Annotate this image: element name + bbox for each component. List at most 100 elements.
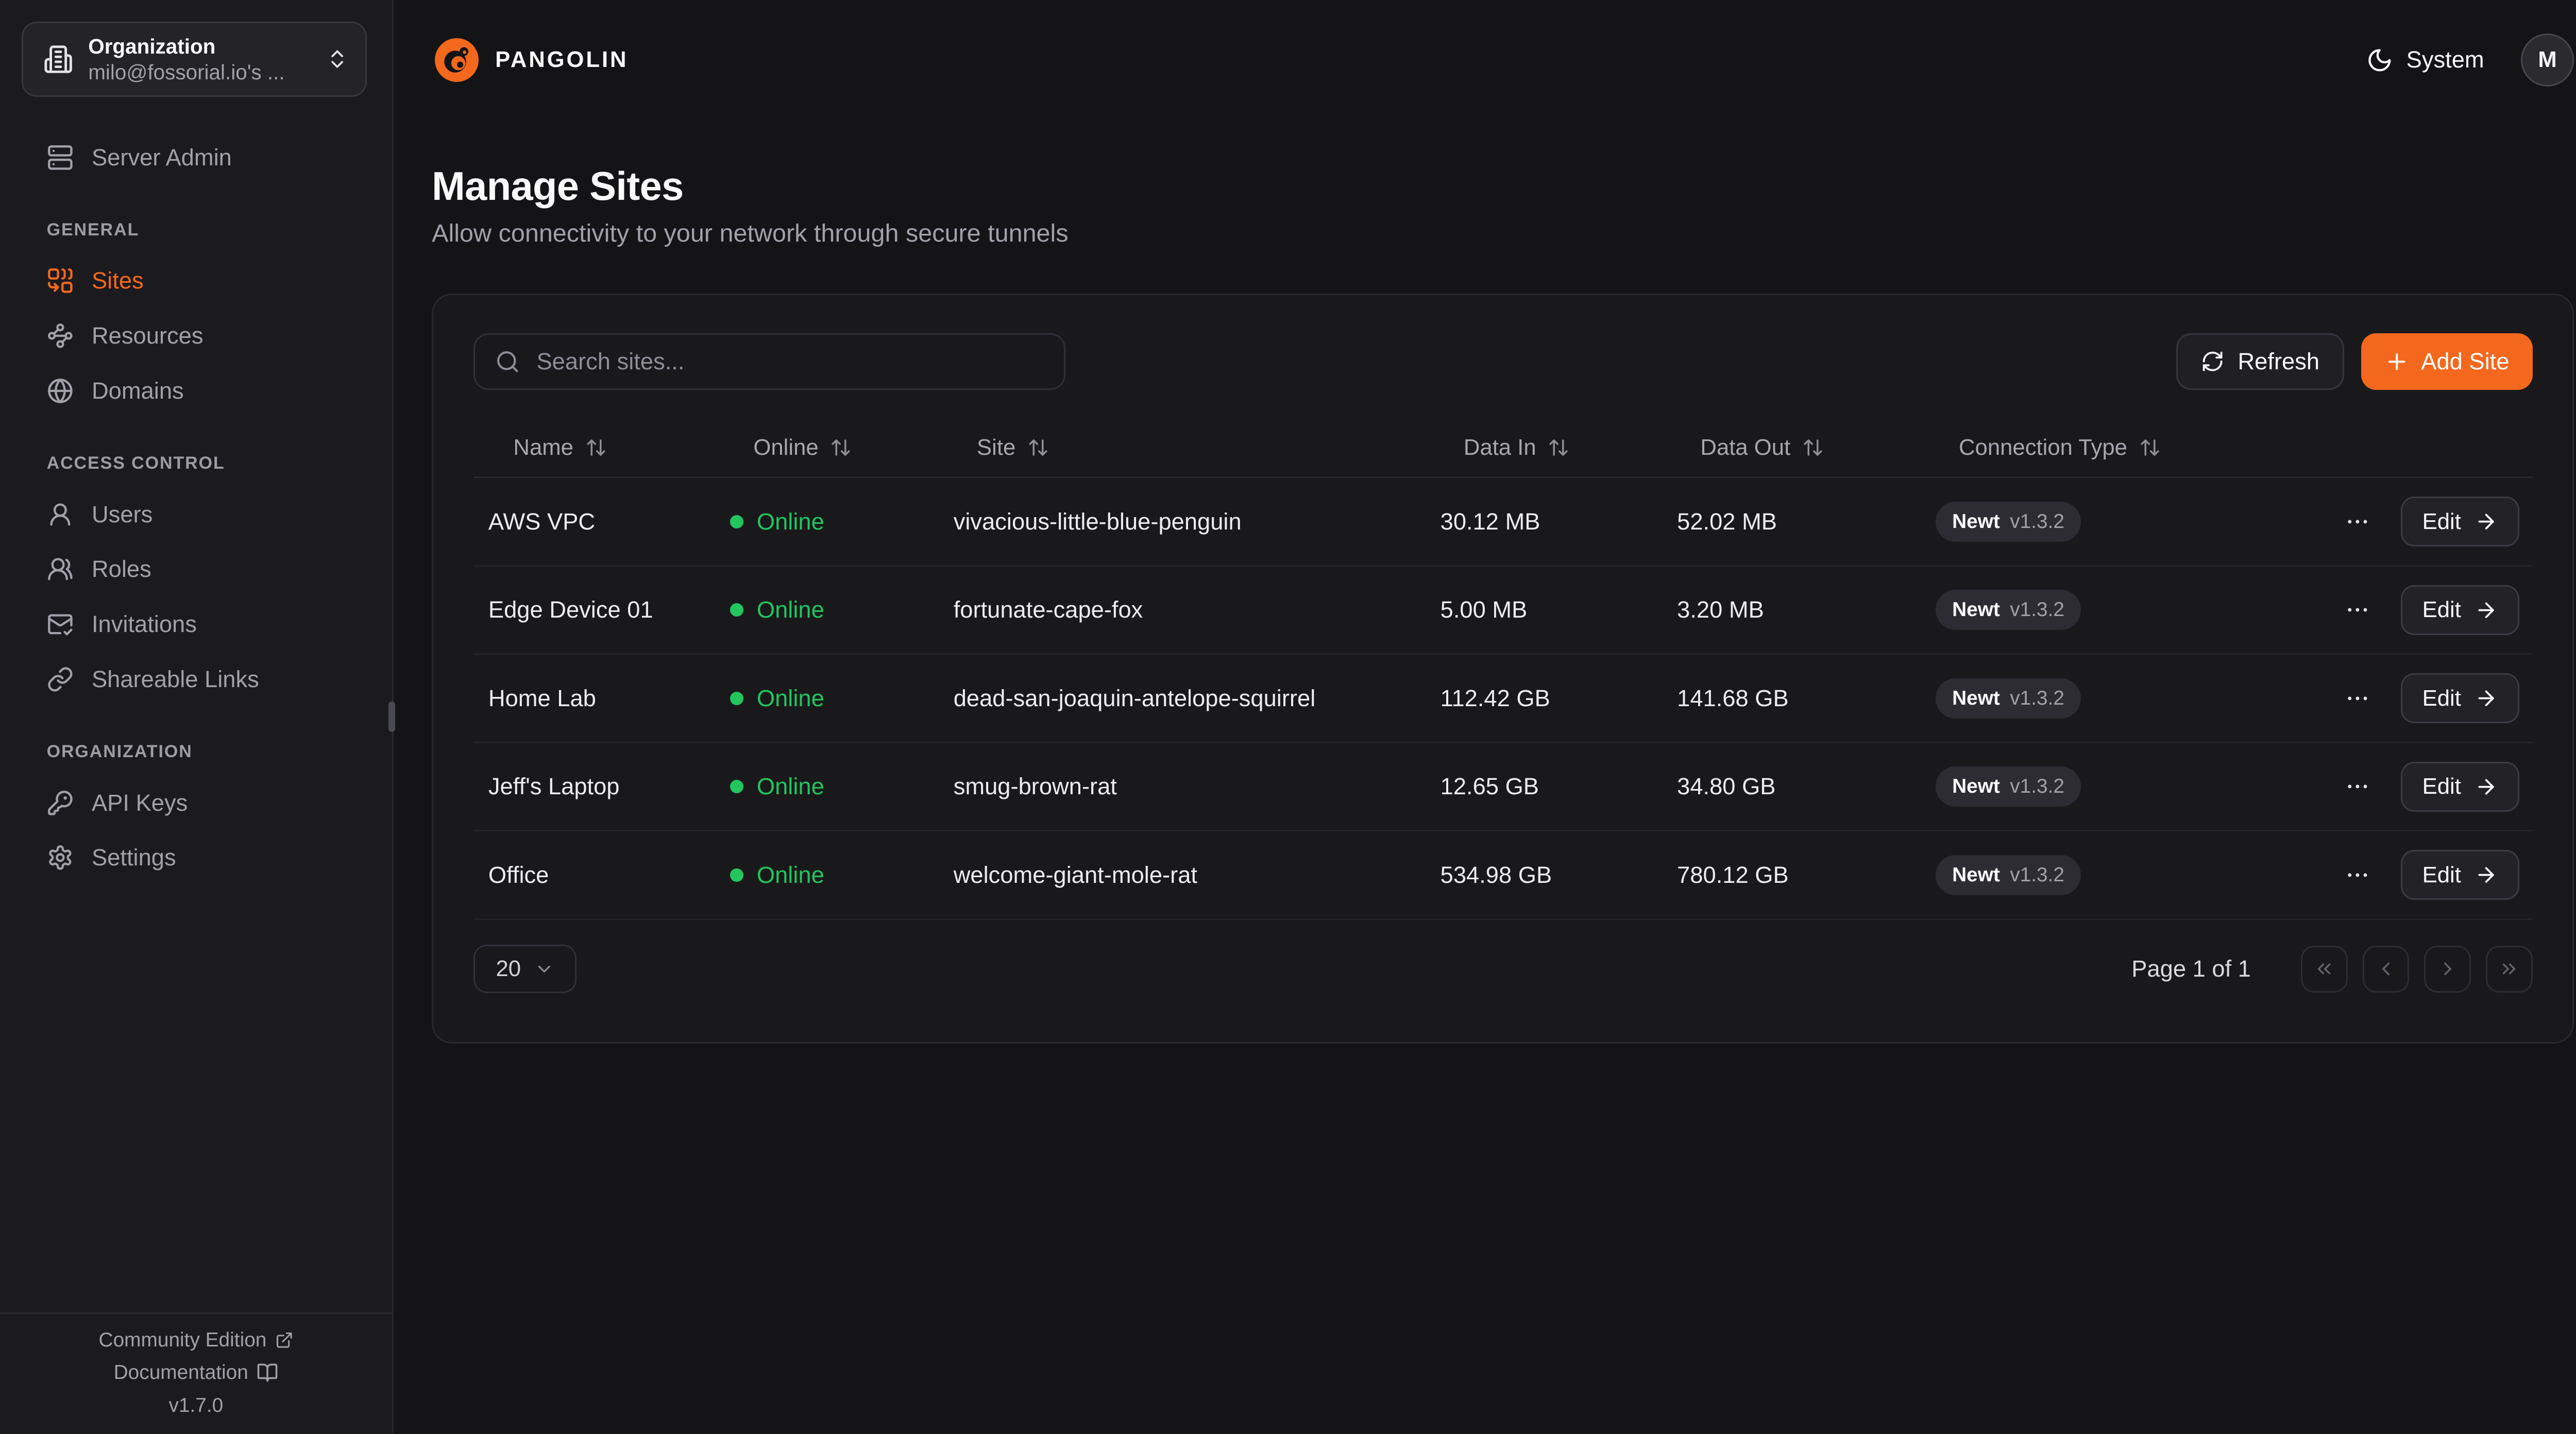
book-icon xyxy=(257,1362,278,1384)
site-name-cell: Jeff's Laptop xyxy=(488,773,620,800)
edit-button[interactable]: Edit xyxy=(2400,761,2519,812)
waypoints-icon xyxy=(47,322,74,349)
edit-button[interactable]: Edit xyxy=(2400,673,2519,724)
site-slug-cell: smug-brown-rat xyxy=(953,773,1117,800)
online-status-cell: Online xyxy=(730,685,954,712)
row-actions-cell: Edit xyxy=(2324,497,2533,547)
table-row: Office Online welcome-giant-mole-rat 534.98… xyxy=(473,831,2533,920)
column-header-site[interactable]: Site xyxy=(954,435,1440,460)
online-status-cell: Online xyxy=(730,773,954,800)
search-box xyxy=(473,333,1065,390)
org-switcher[interactable]: Organization milo@fossorial.io's ... xyxy=(22,22,367,97)
site-name-cell: Edge Device 01 xyxy=(488,596,653,623)
documentation-link[interactable]: Documentation xyxy=(114,1361,278,1384)
search-icon xyxy=(495,349,520,374)
column-header-data-in[interactable]: Data In xyxy=(1440,435,1677,460)
org-switcher-texts: Organization milo@fossorial.io's ... xyxy=(88,33,310,85)
moon-icon xyxy=(2366,47,2393,74)
row-menu-button[interactable] xyxy=(2344,862,2371,889)
edit-button-label: Edit xyxy=(2422,597,2461,623)
sidebar-item-sites[interactable]: Sites xyxy=(47,253,365,309)
data-out-cell: 141.68 GB xyxy=(1677,685,1789,711)
last-page-button[interactable] xyxy=(2486,946,2533,993)
site-name-cell: Office xyxy=(488,861,549,888)
pagination: 20 Page 1 of 1 xyxy=(473,945,2533,994)
sidebar-item-users[interactable]: Users xyxy=(47,487,365,542)
column-header-data-out[interactable]: Data Out xyxy=(1677,435,1936,460)
sidebar-item-resources[interactable]: Resources xyxy=(47,309,365,364)
add-site-button[interactable]: Add Site xyxy=(2361,333,2533,390)
sort-icon xyxy=(1027,437,1049,458)
users-icon xyxy=(47,556,74,583)
row-menu-button[interactable] xyxy=(2344,508,2371,535)
column-header-label: Data Out xyxy=(1700,434,1791,460)
online-dot-icon xyxy=(730,780,743,794)
sidebar-item-invitations[interactable]: Invitations xyxy=(47,597,365,652)
sidebar-item-label: Invitations xyxy=(91,611,197,638)
arrow-right-icon xyxy=(2475,863,2498,886)
sidebar-item-label: Server Admin xyxy=(91,144,232,170)
theme-toggle-label: System xyxy=(2406,46,2484,73)
row-actions-cell: Edit xyxy=(2324,585,2533,635)
brand: PANGOLIN xyxy=(432,35,628,85)
column-header-online[interactable]: Online xyxy=(730,435,954,460)
row-menu-button[interactable] xyxy=(2344,596,2371,623)
site-name-cell: Home Lab xyxy=(488,685,596,711)
refresh-button[interactable]: Refresh xyxy=(2176,333,2345,390)
online-status-cell: Online xyxy=(730,508,954,535)
column-header-label: Data In xyxy=(1463,434,1536,460)
sidebar-item-label: API Keys xyxy=(91,789,188,816)
sidebar-item-server-admin[interactable]: Server Admin xyxy=(47,130,365,185)
edit-button-label: Edit xyxy=(2422,508,2461,534)
previous-page-button[interactable] xyxy=(2362,946,2410,993)
sidebar-resize-handle[interactable] xyxy=(388,702,396,732)
sidebar-item-label: Domains xyxy=(91,377,184,404)
app-version: v1.7.0 xyxy=(168,1394,224,1416)
status-label: Online xyxy=(756,685,824,711)
theme-toggle[interactable]: System xyxy=(2366,46,2484,73)
connection-type-badge: Newt v1.3.2 xyxy=(1935,501,2081,542)
plus-icon xyxy=(2384,349,2410,374)
next-page-button[interactable] xyxy=(2424,946,2471,993)
search-input[interactable] xyxy=(533,346,1044,377)
edit-button-label: Edit xyxy=(2422,862,2461,887)
sidebar-item-roles[interactable]: Roles xyxy=(47,542,365,597)
sidebar-item-api-keys[interactable]: API Keys xyxy=(47,775,365,830)
sidebar-item-shareable-links[interactable]: Shareable Links xyxy=(47,652,365,707)
page-head: Manage Sites Allow connectivity to your … xyxy=(432,162,2574,248)
connection-type-cell: Newt v1.3.2 xyxy=(1935,678,2324,719)
edit-button-label: Edit xyxy=(2422,685,2461,711)
connection-type-badge: Newt v1.3.2 xyxy=(1935,855,2081,895)
sidebar-item-label: Shareable Links xyxy=(91,665,259,692)
column-header-connection-type[interactable]: Connection Type xyxy=(1936,435,2324,460)
refresh-button-label: Refresh xyxy=(2238,348,2320,374)
edit-button-label: Edit xyxy=(2422,774,2461,799)
connection-type-cell: Newt v1.3.2 xyxy=(1935,501,2324,542)
sidebar-item-domains[interactable]: Domains xyxy=(47,364,365,419)
connection-version: v1.3.2 xyxy=(2010,510,2065,533)
row-menu-button[interactable] xyxy=(2344,685,2371,712)
sidebar-item-label: Sites xyxy=(91,267,144,294)
status-badge: Online xyxy=(730,773,954,800)
connection-type-badge: Newt v1.3.2 xyxy=(1935,766,2081,807)
sites-table-body: AWS VPC Online vivacious-little-blue-pengu… xyxy=(473,478,2533,920)
data-out-cell: 34.80 GB xyxy=(1677,773,1776,800)
column-header-name[interactable]: Name xyxy=(473,435,730,460)
table-row: Jeff's Laptop Online smug-brown-rat 12.65 G… xyxy=(473,743,2533,832)
sidebar-item-settings[interactable]: Settings xyxy=(47,830,365,885)
sort-icon xyxy=(585,437,607,458)
add-site-button-label: Add Site xyxy=(2421,348,2510,374)
page-size-select[interactable]: 20 xyxy=(473,945,577,994)
row-menu-button[interactable] xyxy=(2344,773,2371,800)
org-switcher-title: Organization xyxy=(88,34,216,58)
community-edition-link[interactable]: Community Edition xyxy=(99,1329,294,1352)
edit-button[interactable]: Edit xyxy=(2400,850,2519,900)
avatar[interactable]: M xyxy=(2520,33,2574,87)
row-actions-cell: Edit xyxy=(2324,761,2533,812)
first-page-button[interactable] xyxy=(2301,946,2348,993)
connection-name: Newt xyxy=(1952,510,2000,533)
connection-type-badge: Newt v1.3.2 xyxy=(1935,678,2081,719)
edit-button[interactable]: Edit xyxy=(2400,585,2519,635)
online-dot-icon xyxy=(730,868,743,882)
edit-button[interactable]: Edit xyxy=(2400,497,2519,547)
